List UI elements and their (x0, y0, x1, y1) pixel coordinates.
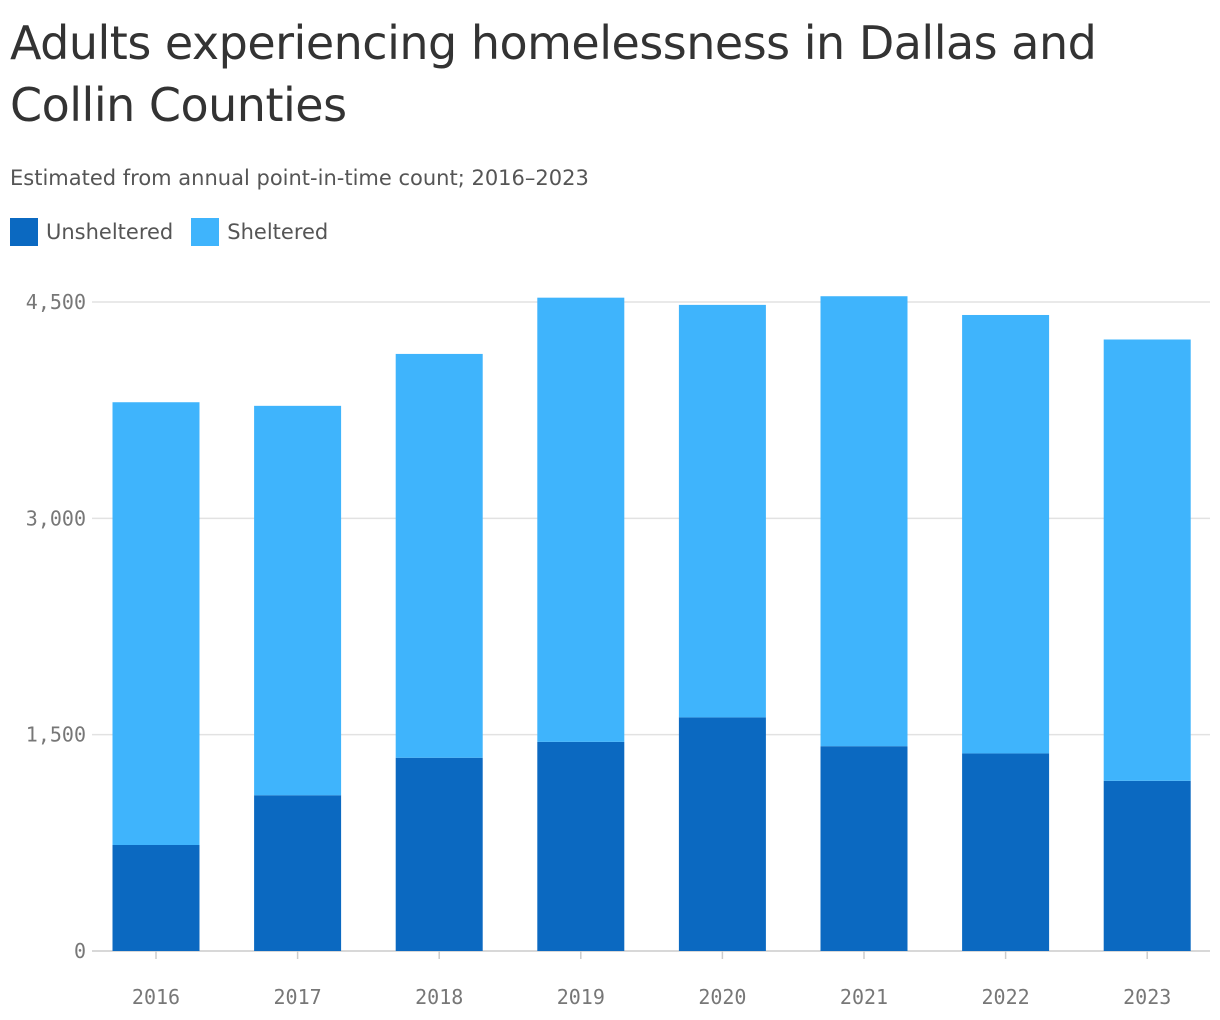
legend: Unsheltered Sheltered (10, 218, 346, 246)
bar-unsheltered (112, 844, 200, 951)
x-tick-label: 2017 (274, 985, 322, 1009)
bar-sheltered (1103, 339, 1191, 781)
bar-sheltered (678, 304, 766, 718)
legend-swatch-sheltered (191, 218, 220, 246)
chart-subtitle: Estimated from annual point-in-time coun… (10, 166, 589, 190)
x-tick-label: 2022 (982, 985, 1030, 1009)
legend-label-unsheltered: Unsheltered (46, 220, 174, 244)
bar-unsheltered (1103, 780, 1191, 951)
legend-swatch-unsheltered (10, 218, 38, 246)
x-tick-label: 2019 (557, 985, 605, 1009)
bar-sheltered (537, 297, 625, 742)
y-tick-label: 0 (74, 939, 86, 963)
bar-unsheltered (820, 746, 908, 951)
legend-label-sheltered: Sheltered (227, 220, 329, 244)
legend-item-unsheltered: Unsheltered (10, 218, 173, 246)
bar-unsheltered (962, 753, 1050, 951)
bar-unsheltered (678, 717, 766, 951)
bar-sheltered (820, 296, 908, 747)
legend-item-sheltered: Sheltered (191, 218, 328, 246)
y-tick-label: 1,500 (26, 723, 86, 747)
bar-unsheltered (254, 795, 342, 951)
x-tick-label: 2023 (1123, 985, 1171, 1009)
x-tick-label: 2021 (840, 985, 888, 1009)
y-tick-label: 3,000 (26, 506, 86, 530)
x-tick-label: 2018 (415, 985, 463, 1009)
x-tick-label: 2020 (698, 985, 746, 1009)
bar-sheltered (112, 402, 200, 845)
bar-unsheltered (395, 757, 483, 951)
bar-sheltered (395, 353, 483, 758)
chart-title: Adults experiencing homelessness in Dall… (10, 16, 1097, 132)
x-tick-label: 2016 (132, 985, 180, 1009)
bar-sheltered (254, 405, 342, 796)
bar-unsheltered (537, 741, 625, 951)
bar-sheltered (962, 314, 1050, 754)
y-tick-label: 4,500 (26, 290, 86, 314)
